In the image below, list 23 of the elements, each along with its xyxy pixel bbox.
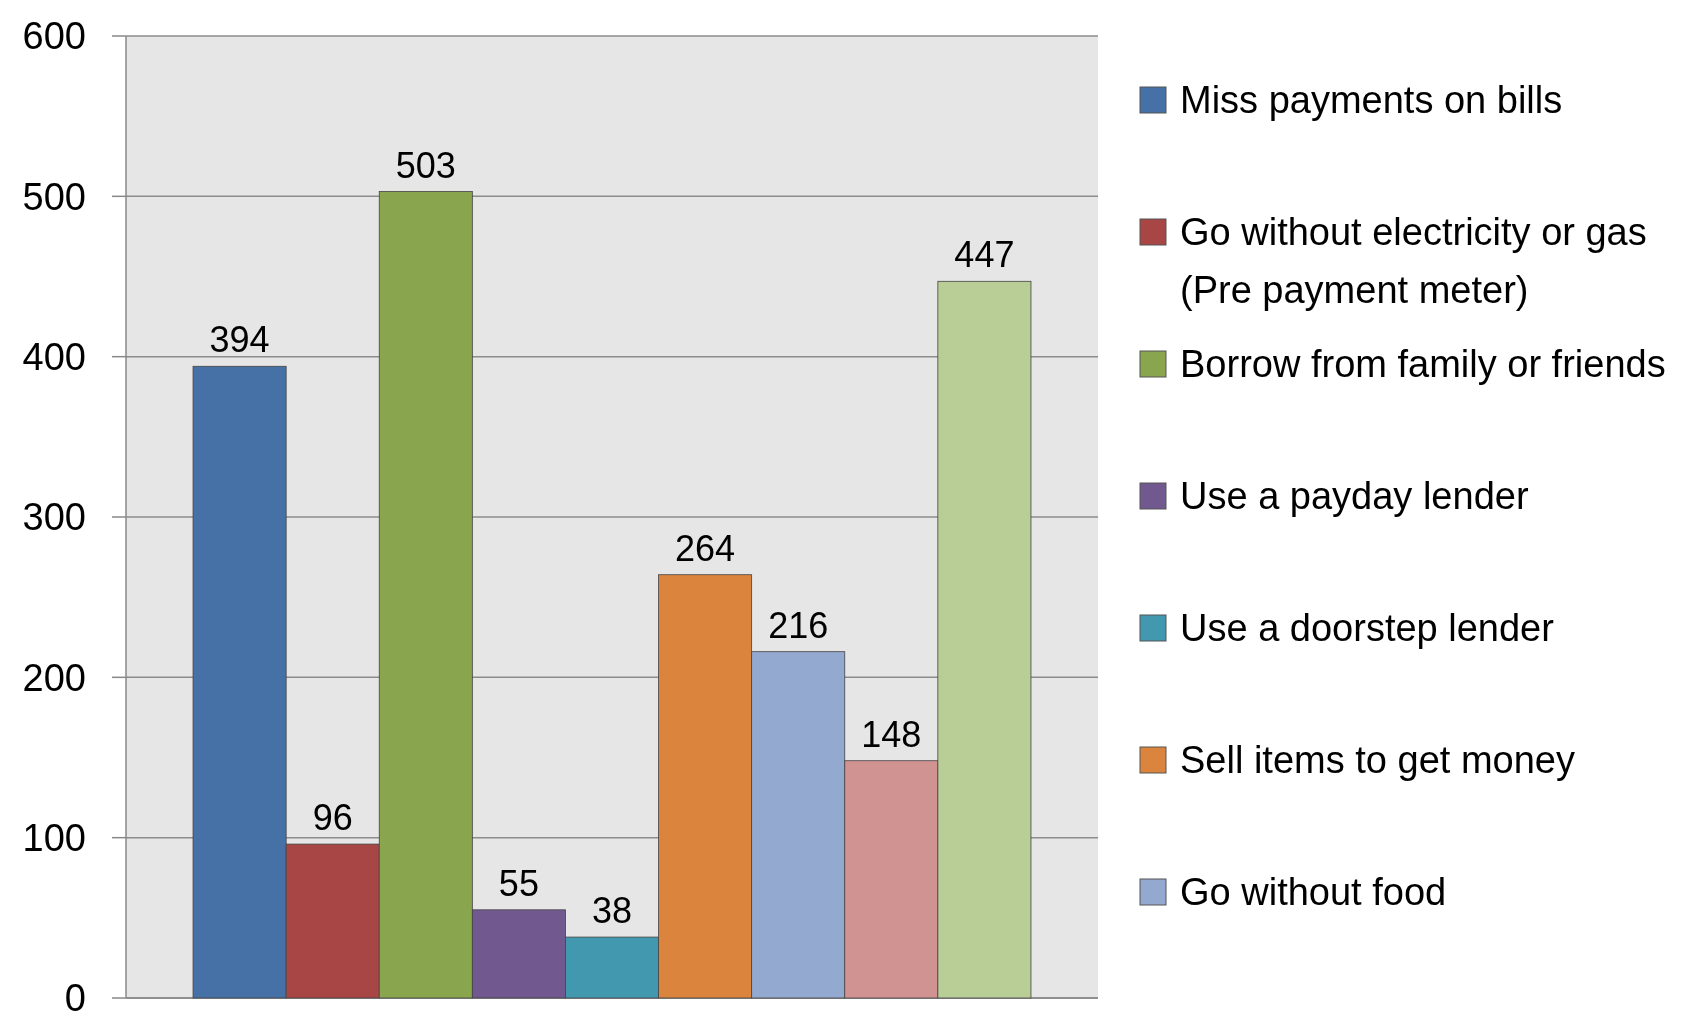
legend-label: Go without electricity or gas (Pre payment meter) [1180,211,1647,311]
data-label: 216 [768,604,829,646]
y-tick-label: 0 [64,977,86,1020]
data-label: 96 [312,797,353,839]
legend-label: Miss payments on bills [1180,79,1563,121]
data-label: 503 [395,144,456,186]
y-tick-label: 100 [22,816,86,859]
data-label: 38 [591,890,633,932]
data-label: 148 [861,713,922,755]
legend-label: Use a doorstep lender [1180,607,1555,649]
y-tick-label: 600 [22,15,86,58]
legend-label: Borrow from family or friends [1180,343,1666,385]
y-tick-label: 400 [22,335,86,378]
data-label: 264 [675,527,736,569]
data-label: 447 [954,234,1015,276]
data-label: 394 [209,319,270,361]
legend-label: Use a payday lender [1180,475,1529,517]
y-tick-label: 500 [22,175,86,218]
legend-label: Sell items to get money [1180,739,1575,781]
legend-label: Go without food [1180,871,1447,913]
data-label: 55 [498,862,539,904]
y-tick-label: 300 [22,496,86,539]
y-tick-label: 200 [22,656,86,699]
